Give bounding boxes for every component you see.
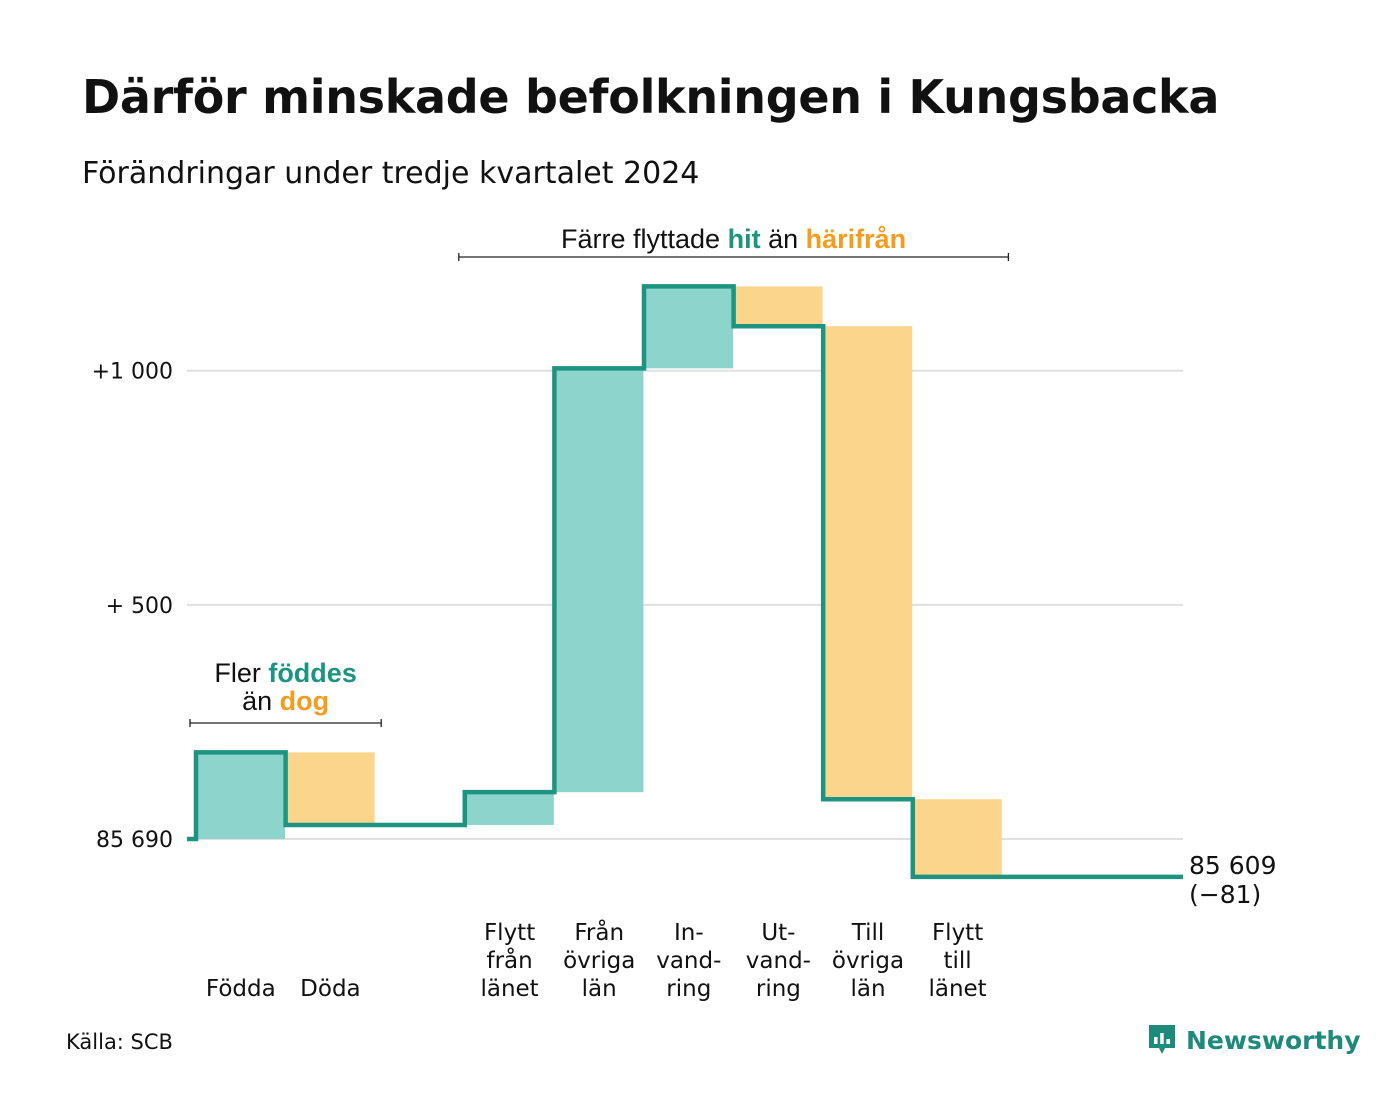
- annotation-text: Färre flyttade hit än härifrån: [561, 224, 906, 254]
- category-label: från: [486, 946, 532, 974]
- category-label: Flytt: [932, 920, 983, 946]
- annotation-text: Fler föddes: [214, 658, 357, 688]
- category-label: länet: [928, 976, 986, 1002]
- bar-decrease: [285, 752, 375, 825]
- bar-decrease: [733, 286, 823, 327]
- end-value-label: 85 609: [1189, 851, 1276, 880]
- category-label: vand-: [656, 948, 721, 974]
- annotation-segment: dog: [280, 686, 329, 716]
- chart-title: Därför minskade befolkningen i Kungsback…: [82, 70, 1220, 124]
- y-tick-label: + 500: [106, 594, 173, 619]
- category-label: vand-: [746, 948, 811, 974]
- annotation-segment: än: [242, 686, 280, 716]
- grid-lines: [187, 369, 1183, 840]
- category-label: län: [582, 976, 617, 1002]
- category-label: ring: [666, 976, 711, 1002]
- category-label: Från: [574, 918, 624, 946]
- annotation-segment: härifrån: [806, 224, 907, 254]
- category-label: till: [943, 948, 971, 974]
- bar-increase: [554, 368, 644, 793]
- bar-decrease: [912, 799, 1002, 877]
- annotation-segment: föddes: [268, 658, 357, 688]
- category-label: Flytt: [484, 920, 535, 946]
- category-label: län: [850, 976, 885, 1002]
- newsworthy-logo-icon: [1149, 1025, 1175, 1054]
- bar-decrease: [823, 326, 913, 800]
- category-label: In-: [674, 920, 704, 946]
- category-label: Döda: [300, 976, 360, 1002]
- bar-increase: [464, 792, 554, 825]
- annotation-segment: Färre flyttade: [561, 224, 728, 254]
- bars: [196, 286, 1002, 877]
- brand-name: Newsworthy: [1186, 1025, 1361, 1055]
- end-value-label: (−81): [1189, 880, 1261, 909]
- category-label: Födda: [206, 976, 276, 1002]
- running-total-line: [187, 284, 1183, 880]
- source-note: Källa: SCB: [66, 1030, 173, 1054]
- category-label: övriga: [563, 948, 635, 974]
- chart-subtitle: Förändringar under tredje kvartalet 2024: [82, 156, 700, 191]
- annotation-segment: Fler: [214, 658, 268, 688]
- category-label: ring: [756, 976, 801, 1002]
- bar-increase: [644, 286, 733, 369]
- annotation-text: än dog: [242, 686, 329, 716]
- category-label: övriga: [832, 948, 904, 974]
- y-tick-label: +1 000: [92, 360, 173, 385]
- bar-increase: [196, 752, 285, 839]
- category-label: Ut-: [761, 920, 795, 946]
- running-total-line: [187, 284, 1183, 880]
- annotation-segment: hit: [728, 224, 761, 254]
- brand: Newsworthy: [1146, 1022, 1361, 1058]
- category-label: länet: [480, 976, 538, 1002]
- category-label: Till: [851, 920, 885, 946]
- annotation-segment: än: [761, 224, 806, 254]
- y-tick-label: 85 690: [96, 828, 173, 853]
